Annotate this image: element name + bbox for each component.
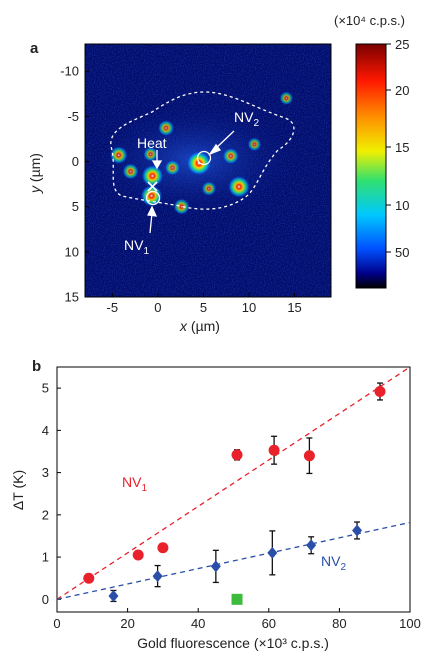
heatmap-spot — [141, 165, 164, 187]
heatmap-spot — [173, 198, 190, 215]
heatmap-spot — [186, 151, 211, 176]
colorbar: (×10⁴ c.p.s.) 25 20 15 10 50 — [334, 13, 409, 289]
data-point-nv2 — [267, 546, 278, 559]
heatmap-spot — [109, 146, 128, 164]
heatmap-spot — [247, 137, 262, 152]
data-point-nv2 — [152, 570, 163, 583]
heatmap-spot — [222, 148, 239, 165]
heatmap-x-tick-label: -5 — [107, 300, 119, 315]
heatmap-y-tick-label: 0 — [72, 154, 79, 169]
heatmap-spot — [279, 91, 294, 106]
fit-line-nv2 — [56, 521, 411, 600]
scatter-y-tick-label: 3 — [42, 465, 49, 480]
scatter-x-tick-label: 0 — [53, 616, 60, 631]
data-point-nv2 — [108, 589, 119, 602]
data-point-nv2 — [306, 539, 317, 552]
data-point-nv1 — [231, 449, 243, 461]
gold-region-outline — [110, 91, 295, 210]
heatmap-y-tick-label: 15 — [65, 290, 79, 305]
heatmap-spot — [164, 160, 181, 176]
scatter-x-axis-label: Gold fluorescence (×10³ c.p.s.) — [137, 635, 329, 651]
colorbar-tick-label: 50 — [395, 245, 409, 260]
scatter-y-tick-label: 5 — [42, 381, 49, 396]
colorbar-unit-label: (×10⁴ c.p.s.) — [334, 13, 405, 28]
fit-line-nv1 — [56, 366, 411, 600]
scatter-y-tick-label: 4 — [42, 423, 49, 438]
scatter-y-tick-label: 1 — [42, 550, 49, 565]
heatmap-spot — [143, 147, 158, 162]
data-point-nv1 — [157, 542, 169, 554]
panel-a-label: a — [30, 40, 39, 57]
heatmap-y-axis-label: y (µm) — [27, 153, 43, 194]
heatmap-x-tick-label: 10 — [242, 300, 256, 315]
colorbar-ticks: 25 20 15 10 50 — [386, 37, 409, 260]
fit-lines — [56, 366, 411, 600]
nv1-label: NV1 — [124, 237, 149, 257]
data-point-nv2 — [210, 560, 221, 573]
scatter-y-tick-label: 0 — [42, 592, 49, 607]
panel-b-label: b — [32, 358, 41, 375]
scatter-y-tick-label: 2 — [42, 507, 49, 522]
scatter-frame — [56, 366, 411, 613]
scatter-x-tick-label: 20 — [120, 616, 134, 631]
heatmap-frame — [84, 43, 332, 298]
heatmap-x-tick-label: 0 — [154, 300, 161, 315]
heatmap-y-tick-label: 10 — [65, 244, 79, 259]
nv2-label: NV2 — [234, 109, 259, 129]
scatter-y-axis-label: ΔT (K) — [10, 470, 26, 510]
heatmap-spot — [228, 175, 250, 198]
heatmap-y-tick-label: -5 — [67, 109, 79, 124]
colorbar-tick-label: 20 — [395, 83, 409, 98]
heat-cross-mark — [147, 181, 158, 192]
annotation-arrows — [147, 130, 235, 234]
scatter-x-tick-label: 80 — [332, 616, 346, 631]
colorbar-tick-label: 10 — [395, 198, 409, 213]
scatter-axes: 0 20 40 60 80 100 0 1 2 3 4 5 — [42, 381, 421, 631]
scatter-x-tick-label: 100 — [399, 616, 421, 631]
scatter-panel: 0 20 40 60 80 100 0 1 2 3 4 5 NV1 NV2 Gold fluoresc… — [10, 366, 421, 651]
data-point-nv1 — [132, 549, 144, 561]
nv2-series-label: NV2 — [321, 553, 346, 573]
data-point-nv1 — [303, 450, 315, 462]
colorbar-tick-label: 25 — [395, 37, 409, 52]
data-point-nv2 — [352, 524, 363, 537]
heatmap-spot — [122, 163, 139, 180]
colorbar-gradient — [355, 43, 387, 289]
heatmap-x-tick-label: 15 — [287, 300, 301, 315]
colorbar-tick-label: 15 — [395, 140, 409, 155]
heatmap-image: Heat NV2 — [85, 44, 331, 297]
heatmap-y-tick-label: -10 — [60, 64, 79, 79]
nv2-circle — [196, 150, 212, 166]
heatmap-spot — [201, 181, 217, 196]
heatmap-axes: -5 0 5 10 15 -10 -5 0 5 10 15 — [60, 64, 302, 315]
heatmap-x-tick-label: 5 — [200, 300, 207, 315]
scatter-x-tick-label: 60 — [262, 616, 276, 631]
heatmap-y-tick-label: 5 — [72, 199, 79, 214]
scatter-marks — [83, 382, 386, 605]
scatter-x-tick-label: 40 — [191, 616, 205, 631]
data-point-nv1 — [83, 572, 95, 584]
nv1-circle — [145, 190, 161, 206]
data-point-nv1 — [374, 386, 386, 397]
data-point-nv1 — [268, 444, 280, 456]
heatmap-spot — [158, 120, 175, 137]
nv1-series-label: NV1 — [122, 474, 147, 494]
heat-label: Heat — [137, 135, 167, 151]
data-point-control — [231, 593, 243, 605]
heatmap-x-axis-label: x (µm) — [179, 318, 220, 334]
